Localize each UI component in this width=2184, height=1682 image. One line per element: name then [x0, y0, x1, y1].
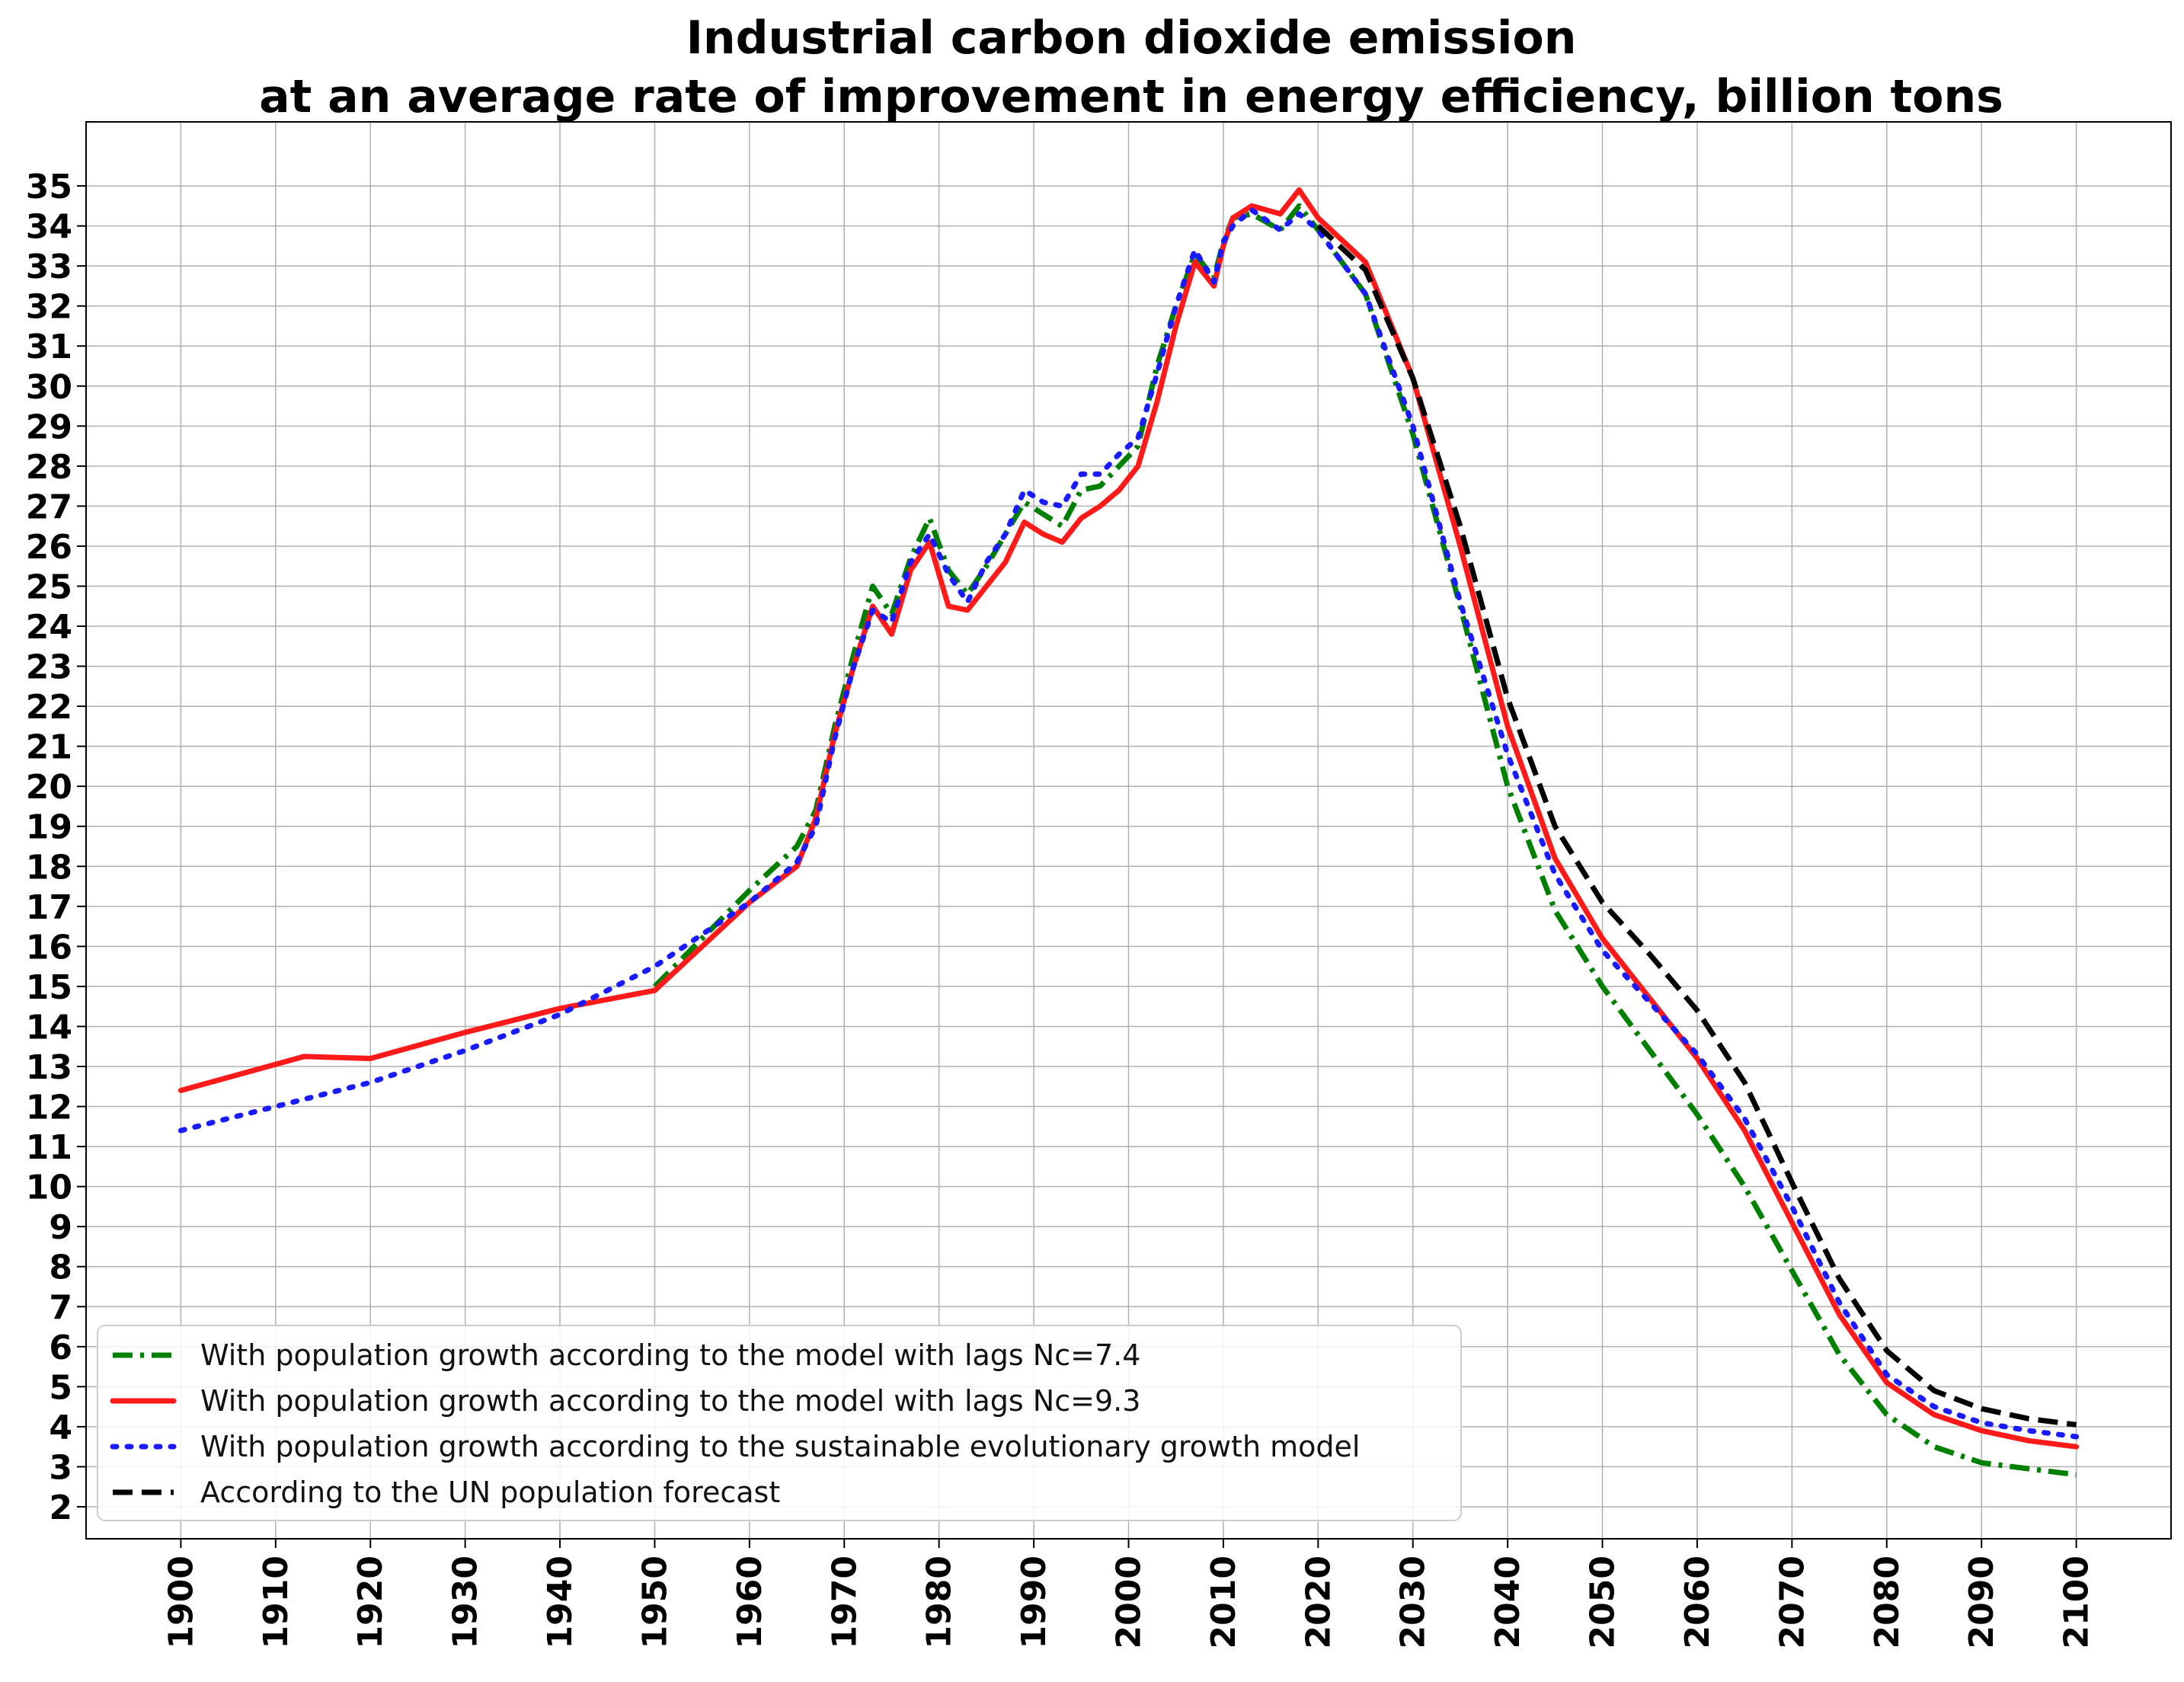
y-tick-label: 2: [49, 1489, 72, 1527]
y-tick-label: 5: [49, 1368, 72, 1407]
x-tick-label: 2060: [1678, 1556, 1717, 1648]
y-tick-label: 9: [49, 1208, 72, 1247]
y-tick-label: 32: [26, 288, 72, 327]
y-tick-label: 27: [26, 488, 72, 526]
y-tick-label: 6: [49, 1329, 72, 1367]
y-tick-label: 25: [26, 568, 72, 606]
legend-label-4: According to the UN population forecast: [200, 1476, 780, 1509]
x-tick-label: 1990: [1015, 1556, 1054, 1648]
grid: [86, 122, 2171, 1539]
x-tick-label: 1910: [257, 1556, 296, 1648]
y-tick-label: 28: [26, 448, 72, 487]
y-tick-label: 33: [26, 248, 72, 286]
y-tick-label: 7: [49, 1288, 72, 1327]
x-tick-label: 1980: [920, 1556, 959, 1648]
y-tick-label: 11: [26, 1128, 72, 1167]
y-tick-label: 8: [49, 1249, 72, 1287]
y-tick-label: 31: [26, 328, 72, 366]
x-tick-label: 2080: [1868, 1556, 1907, 1648]
series-layer: [177, 187, 2080, 1478]
x-tick-label: 2030: [1394, 1556, 1433, 1648]
y-tick-label: 15: [26, 968, 72, 1007]
y-tick-label: 4: [49, 1409, 72, 1447]
y-tick-label: 17: [26, 888, 72, 927]
series-line-4: [1316, 224, 2077, 1428]
x-tick-label: 2010: [1204, 1556, 1243, 1648]
x-tick-label: 1960: [731, 1556, 769, 1648]
y-tick-label: 34: [26, 208, 72, 247]
x-tick-label: 1940: [541, 1556, 580, 1648]
x-tick-label: 2000: [1110, 1556, 1149, 1648]
legend-label-1: With population growth according to the …: [200, 1338, 1140, 1372]
y-tick-label: 13: [26, 1048, 72, 1087]
x-tick-label: 2040: [1489, 1556, 1527, 1648]
y-tick-label: 22: [26, 688, 72, 727]
x-tick-label: 1950: [635, 1556, 674, 1648]
y-tick-label: 24: [26, 608, 72, 647]
x-axis: 1900 1910 1920 1930 1940 1950 1960 1970 1980 1990…: [161, 1539, 2096, 1648]
legend-label-3: With population growth according to the …: [200, 1430, 1360, 1463]
y-tick-label: 26: [26, 528, 72, 567]
y-tick-label: 20: [26, 768, 72, 807]
x-tick-label: 2070: [1773, 1556, 1811, 1648]
y-tick-label: 10: [26, 1169, 72, 1207]
legend-box: [97, 1325, 1462, 1521]
y-tick-label: 35: [26, 168, 72, 206]
x-tick-label: 1900: [161, 1556, 200, 1648]
y-tick-label: 3: [49, 1448, 72, 1487]
chart-title: Industrial carbon dioxide emission: [686, 11, 1577, 65]
x-tick-label: 1930: [446, 1556, 485, 1648]
legend-label-2: With population growth according to the …: [200, 1384, 1140, 1418]
x-tick-label: 2100: [2058, 1556, 2096, 1648]
x-tick-label: 1920: [351, 1556, 390, 1648]
x-tick-label: 2090: [1962, 1556, 2001, 1648]
y-tick-label: 23: [26, 648, 72, 687]
y-axis: 2345678910111213141516171819202122232425…: [26, 168, 86, 1527]
y-tick-label: 16: [26, 928, 72, 967]
y-tick-label: 29: [26, 408, 72, 446]
y-tick-label: 18: [26, 848, 72, 887]
chart-subtitle: at an average rate of improvement in ene…: [259, 70, 2003, 123]
y-tick-label: 14: [26, 1008, 72, 1047]
x-tick-label: 1970: [825, 1556, 864, 1648]
legend: With population growth according to the …: [97, 1325, 1462, 1521]
y-tick-label: 30: [26, 368, 72, 407]
y-tick-label: 21: [26, 728, 72, 767]
y-tick-label: 19: [26, 808, 72, 847]
x-tick-label: 2050: [1584, 1556, 1623, 1648]
series-line-3: [177, 207, 2080, 1440]
x-tick-label: 2020: [1299, 1556, 1338, 1648]
y-tick-label: 12: [26, 1089, 72, 1127]
